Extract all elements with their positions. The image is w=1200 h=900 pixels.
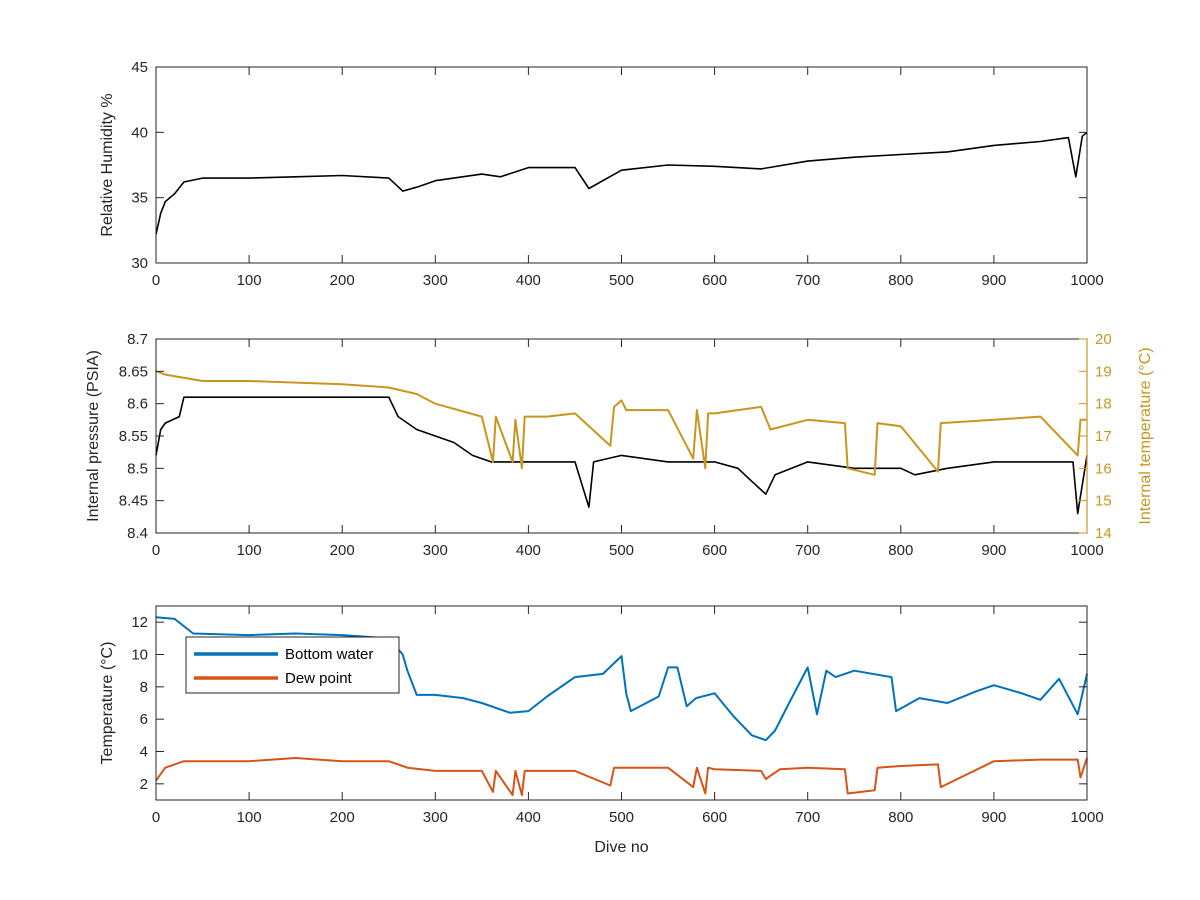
y-tick-label: 8.55 (119, 428, 148, 445)
y-tick-label: 8.7 (127, 331, 148, 348)
x-tick-label: 300 (423, 809, 448, 826)
x-tick-label: 300 (423, 542, 448, 559)
y2-tick-label: 14 (1095, 525, 1112, 542)
x-tick-label: 400 (516, 809, 541, 826)
x-tick-label: 500 (609, 542, 634, 559)
x-tick-label: 200 (330, 809, 355, 826)
x-tick-label: 600 (702, 542, 727, 559)
y-tick-label: 8.6 (127, 396, 148, 413)
x-tick-label: 600 (702, 272, 727, 289)
y-tick-label: 12 (131, 614, 148, 631)
x-tick-label: 300 (423, 272, 448, 289)
y2-tick-label: 16 (1095, 460, 1112, 477)
y2-tick-label: 19 (1095, 363, 1112, 380)
series-line-internal-temperature (155, 370, 1087, 476)
x-tick-label: 100 (237, 272, 262, 289)
series-line-series-1 (155, 396, 1088, 515)
y-tick-label: 8.45 (119, 493, 148, 510)
x-tick-label: 800 (888, 809, 913, 826)
x-tick-label: 900 (981, 809, 1006, 826)
x-tick-label: 900 (981, 542, 1006, 559)
legend-box (185, 636, 400, 694)
x-tick-label: 700 (795, 272, 820, 289)
x-tick-label: 100 (237, 542, 262, 559)
x-tick-label: 0 (152, 542, 160, 559)
panel-1: 0 100 200 300 400 500 600 700 800 900 1000 30 35 40 45… (99, 59, 1104, 289)
y-tick-label: 6 (140, 711, 148, 728)
y-tick-label: 2 (140, 776, 148, 793)
y2-tick-label: 18 (1095, 396, 1112, 413)
panel-2: 0 100 200 300 400 500 600 700 800 900 1000 8.4 8.45 8… (85, 331, 1154, 559)
x-tick-label: 400 (516, 272, 541, 289)
x-tick-label: 0 (152, 272, 160, 289)
x-tick-label: 200 (330, 542, 355, 559)
x-tick-label: 600 (702, 809, 727, 826)
x-tick-label: 700 (795, 542, 820, 559)
x-tick-label: 700 (795, 809, 820, 826)
y-tick-label: 30 (131, 255, 148, 272)
y-tick-label: 8.65 (119, 363, 148, 380)
y2-axis-label: Internal temperature (°C) (1137, 347, 1154, 524)
plot-frame (155, 66, 1088, 264)
y-tick-label: 40 (131, 124, 148, 141)
legend-label: Dew point (285, 670, 353, 687)
x-tick-label: 1000 (1070, 272, 1103, 289)
series-line-series-1 (155, 131, 1088, 235)
y2-tick-label: 20 (1095, 331, 1112, 348)
series-line-bottom-water (155, 616, 1088, 742)
x-tick-label: 500 (609, 272, 634, 289)
x-tick-label: 400 (516, 542, 541, 559)
legend-label: Bottom water (285, 646, 373, 663)
y2-tick-label: 17 (1095, 428, 1112, 445)
x-axis-label: Dive no (594, 839, 648, 856)
plot-frame (155, 338, 1088, 534)
x-tick-label: 200 (330, 272, 355, 289)
x-tick-label: 900 (981, 272, 1006, 289)
y2-tick-label: 15 (1095, 493, 1112, 510)
x-tick-label: 1000 (1070, 809, 1103, 826)
x-tick-label: 800 (888, 542, 913, 559)
y-tick-label: 35 (131, 190, 148, 207)
y-axis-label: Temperature (°C) (99, 642, 116, 765)
y-axis-label: Internal pressure (PSIA) (85, 350, 102, 522)
y-tick-label: 8.5 (127, 460, 148, 477)
y-tick-label: 45 (131, 59, 148, 76)
x-tick-label: 500 (609, 809, 634, 826)
y-axis-label: Relative Humidity % (99, 93, 116, 236)
panel-3: 0 100 200 300 400 500 600 700 800 900 1000 2 4 6 8 10 12… (99, 605, 1104, 856)
legend: Bottom water Dew point (185, 636, 400, 694)
x-tick-label: 800 (888, 272, 913, 289)
y-tick-label: 8 (140, 679, 148, 696)
x-tick-label: 0 (152, 809, 160, 826)
y-tick-label: 10 (131, 647, 148, 664)
series-line-dew-point (155, 757, 1088, 797)
y-tick-label: 8.4 (127, 525, 148, 542)
x-tick-label: 1000 (1070, 542, 1103, 559)
y-tick-label: 4 (140, 744, 148, 761)
x-tick-label: 100 (237, 809, 262, 826)
